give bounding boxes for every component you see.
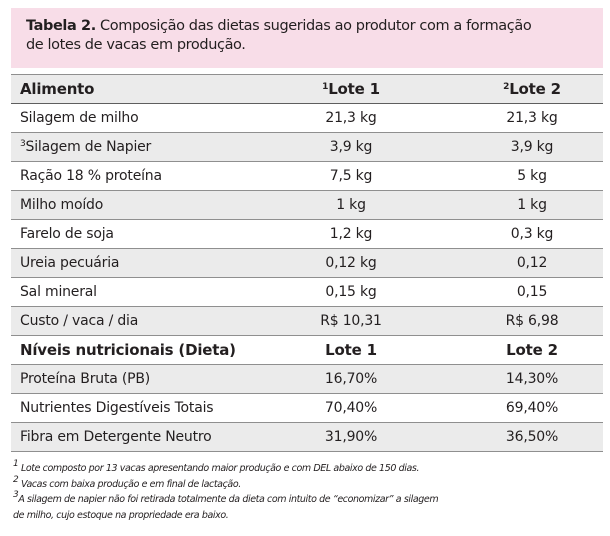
- row-name-text: Silagem de Napier: [25, 139, 152, 155]
- row-name-mark: 3: [20, 139, 26, 149]
- row-name: Ração 18 % proteína: [11, 161, 266, 191]
- caption-line-1: Composição das dietas sugeridas ao produ…: [100, 18, 532, 34]
- subheader-niveis: Níveis nutricionais (Dieta): [11, 335, 266, 365]
- table-row: Farelo de soja 1,2 kg 0,3 kg: [11, 219, 603, 249]
- row-lote-1: 0,15 kg: [266, 277, 436, 307]
- row-name: Nutrientes Digestíveis Totais: [11, 393, 266, 423]
- footnote-3-mark: 3: [13, 490, 19, 500]
- row-lote-1: 1 kg: [266, 190, 436, 220]
- table-header-row: Alimento 1Lote 1 2Lote 2: [11, 74, 603, 104]
- caption-label: Tabela 2.: [26, 18, 96, 34]
- nutrition-header-row: Níveis nutricionais (Dieta) Lote 1 Lote …: [11, 335, 603, 365]
- row-lote-2: 3,9 kg: [436, 132, 603, 162]
- table-row: Silagem de milho 21,3 kg 21,3 kg: [11, 103, 603, 133]
- row-lote-2: 0,12: [436, 248, 603, 278]
- row-name: Proteína Bruta (PB): [11, 364, 266, 394]
- table-row: 3Silagem de Napier 3,9 kg 3,9 kg: [11, 132, 603, 162]
- footnote-1-text: Lote composto por 13 vacas apresentando …: [18, 463, 420, 474]
- row-lote-2: 14,30%: [436, 364, 603, 394]
- header-lote-1: 1Lote 1: [266, 74, 436, 104]
- footnote-2: 2 Vacas com baixa produção e em final de…: [13, 474, 603, 493]
- caption-line-2: de lotes de vacas em produção.: [26, 37, 246, 53]
- footnote-2-mark: 2: [13, 474, 19, 485]
- row-lote-2: 5 kg: [436, 161, 603, 191]
- header-lote-1-label: Lote 1: [328, 80, 380, 98]
- row-lote-2: 21,3 kg: [436, 103, 603, 133]
- row-lote-1: 3,9 kg: [266, 132, 436, 162]
- table-row: Milho moído 1 kg 1 kg: [11, 190, 603, 220]
- table-row: Ração 18 % proteína 7,5 kg 5 kg: [11, 161, 603, 191]
- row-name: Sal mineral: [11, 277, 266, 307]
- row-name: 3Silagem de Napier: [11, 132, 266, 162]
- footnote-3: 3A silagem de napier não foi retirada to…: [13, 490, 603, 508]
- footnote-1: 1 Lote composto por 13 vacas apresentand…: [13, 459, 603, 477]
- table-caption: Tabela 2. Composição das dietas sugerida…: [11, 8, 603, 68]
- subheader-lote-2: Lote 2: [436, 335, 603, 365]
- diet-table: Alimento 1Lote 1 2Lote 2 Silagem de milh…: [11, 74, 603, 452]
- footnote-2-text: Vacas com baixa produção e em final de l…: [18, 478, 241, 490]
- row-lote-2: 0,15: [436, 277, 603, 307]
- row-lote-2: 36,50%: [436, 422, 603, 452]
- subheader-lote-1: Lote 1: [266, 335, 436, 365]
- row-lote-2: 69,40%: [436, 393, 603, 423]
- row-name: Ureia pecuária: [11, 248, 266, 278]
- row-lote-1: 31,90%: [266, 422, 436, 452]
- table-row: Sal mineral 0,15 kg 0,15: [11, 277, 603, 307]
- footnotes: 1 Lote composto por 13 vacas apresentand…: [13, 459, 603, 524]
- header-lote-2-label: Lote 2: [509, 80, 561, 98]
- header-lote-1-mark: 1: [322, 82, 329, 92]
- row-lote-1: 7,5 kg: [266, 161, 436, 191]
- row-name: Silagem de milho: [11, 103, 266, 133]
- row-lote-1: 0,12 kg: [266, 248, 436, 278]
- row-lote-1: 21,3 kg: [266, 103, 436, 133]
- footnote-1-mark: 1: [13, 459, 19, 469]
- footnote-3-text-continued: de milho, cujo estoque na propriedade er…: [13, 509, 229, 521]
- row-lote-2: R$ 6,98: [436, 306, 603, 336]
- table-row: Ureia pecuária 0,12 kg 0,12: [11, 248, 603, 278]
- table-row: Proteína Bruta (PB) 16,70% 14,30%: [11, 364, 603, 394]
- row-name: Farelo de soja: [11, 219, 266, 249]
- row-lote-2: 0,3 kg: [436, 219, 603, 249]
- row-lote-2: 1 kg: [436, 190, 603, 220]
- header-lote-2: 2Lote 2: [436, 74, 603, 104]
- header-alimento: Alimento: [11, 74, 266, 104]
- row-name: Milho moído: [11, 190, 266, 220]
- footnote-3-text: A silagem de napier não foi retirada tot…: [18, 494, 439, 505]
- row-name: Fibra em Detergente Neutro: [11, 422, 266, 452]
- row-lote-1: 16,70%: [266, 364, 436, 394]
- row-name: Custo / vaca / dia: [11, 306, 266, 336]
- footnote-3-continued: de milho, cujo estoque na propriedade er…: [13, 508, 603, 524]
- header-lote-2-mark: 2: [503, 82, 510, 92]
- row-lote-1: 70,40%: [266, 393, 436, 423]
- table-row: Nutrientes Digestíveis Totais 70,40% 69,…: [11, 393, 603, 423]
- row-lote-1: R$ 10,31: [266, 306, 436, 336]
- table-row: Fibra em Detergente Neutro 31,90% 36,50%: [11, 422, 603, 452]
- row-lote-1: 1,2 kg: [266, 219, 436, 249]
- table-row: Custo / vaca / dia R$ 10,31 R$ 6,98: [11, 306, 603, 336]
